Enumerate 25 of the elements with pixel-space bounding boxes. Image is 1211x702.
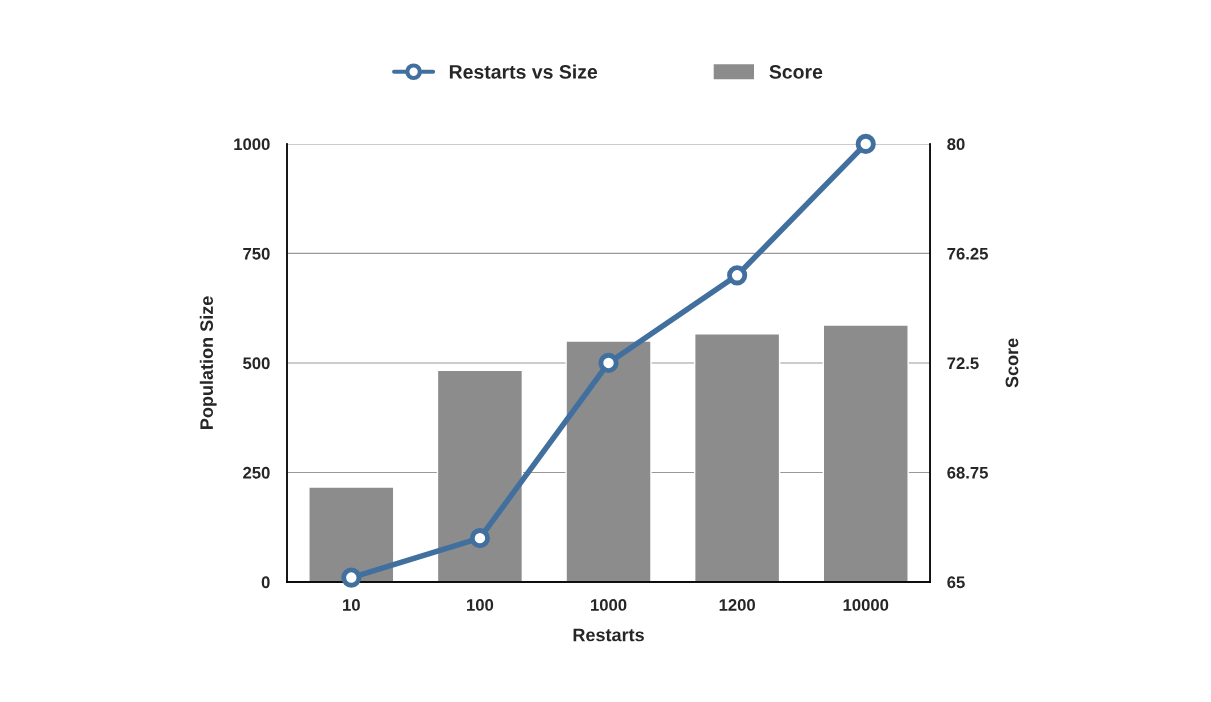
y2-tick-label: 68.75 [947,466,988,479]
y2-axis-title: Score [1005,338,1019,388]
y2-tick-label: 72.5 [947,357,979,370]
y2-tick-label: 65 [947,576,965,589]
x-tick-label: 1000 [591,599,627,611]
y-axis-title: Population Size [199,296,217,429]
y-tick-label: 500 [243,357,270,370]
x-tick-label: 100 [467,599,494,611]
legend-label: Restarts vs Size [449,64,598,79]
point [598,352,619,373]
y2-tick-label: 80 [947,138,965,151]
point [727,265,748,286]
x-tick-label: 10 [343,599,360,611]
point [341,567,362,588]
y-tick-label: 0 [261,576,270,589]
x-axis-title: Restarts [573,628,644,642]
point [855,133,876,154]
point [469,528,490,549]
x-tick-label: 10000 [843,599,889,611]
y-tick-label: 750 [243,247,270,260]
y2-tick-label: 76.25 [947,247,988,260]
x-tick-label: 1200 [719,599,755,611]
y-tick-label: 1000 [234,138,270,151]
y-tick-label: 250 [243,466,270,479]
legend-label: Score [769,64,823,79]
